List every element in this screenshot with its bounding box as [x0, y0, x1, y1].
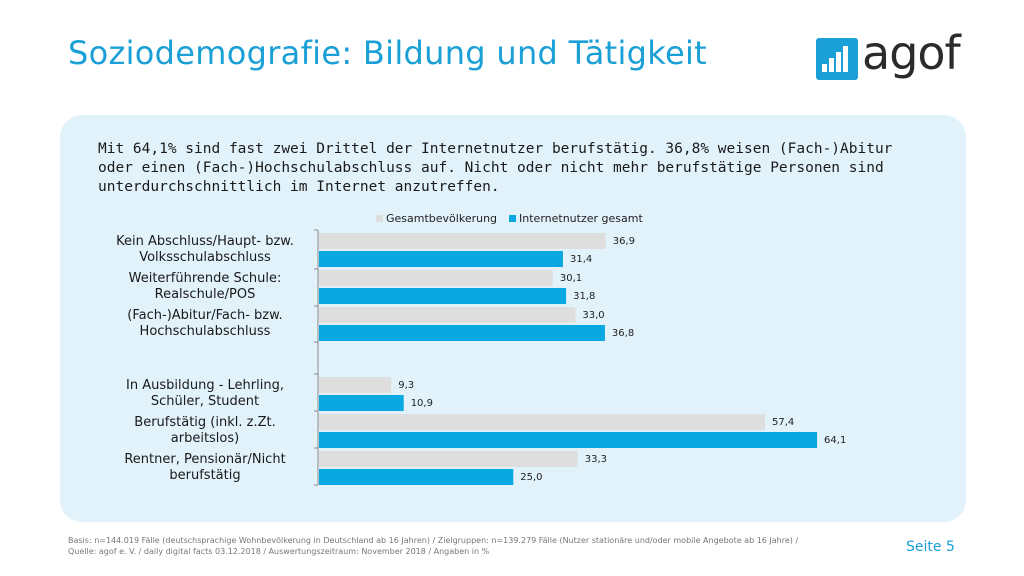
bar-internet-5	[319, 469, 514, 485]
logo-wordmark: agof	[862, 26, 961, 80]
data-label-internet-3: 10,9	[411, 398, 433, 409]
agof-logo: agof	[816, 26, 966, 86]
category-label-line: Schüler, Student	[150, 394, 260, 409]
bar-internet-4	[319, 432, 818, 448]
category-label-line: Rentner, Pensionär/Nicht	[124, 452, 286, 467]
category-label-0: Kein Abschluss/Haupt- bzw. Volksschulabsc…	[105, 234, 305, 266]
data-label-gesamt-1: 30,1	[560, 273, 582, 284]
category-label-line: Realschule/POS	[154, 287, 256, 302]
data-label-internet-1: 31,8	[573, 291, 595, 302]
bar-chart-icon	[816, 38, 858, 80]
legend-label-internet: Internetnutzer gesamt	[519, 212, 643, 225]
bar-internet-0	[319, 251, 563, 267]
bar-gesamt-0	[319, 233, 606, 249]
category-label-line: Kein Abschluss/Haupt- bzw.	[116, 234, 294, 249]
data-label-gesamt-0: 36,9	[613, 236, 635, 247]
data-label-gesamt-5: 33,3	[585, 454, 607, 465]
bar-gesamt-2	[319, 307, 576, 323]
category-label-4: Berufstätig (inkl. z.Zt. arbeitslos)	[105, 415, 305, 447]
category-label-line: Hochschulabschluss	[139, 324, 271, 339]
legend-label-gesamt: Gesamtbevölkerung	[386, 212, 498, 225]
legend-swatch-gesamt	[376, 215, 383, 222]
category-label-3: In Ausbildung - Lehrling, Schüler, Studen…	[105, 378, 305, 410]
footer-note: Basis: n=144.019 Fälle (deutschsprachige…	[68, 536, 799, 556]
legend-swatch-internet	[509, 215, 517, 222]
page-title: Soziodemografie: Bildung und Tätigkeit	[68, 34, 708, 72]
chart-legend: Gesamtbevölkerung Internetnutzer gesamt	[376, 212, 643, 225]
category-label-line: Weiterführende Schule:	[128, 271, 282, 286]
bar-internet-3	[319, 395, 404, 411]
data-label-gesamt-4: 57,4	[772, 417, 794, 428]
data-label-gesamt-3: 9,3	[398, 380, 414, 391]
bar-gesamt-1	[319, 270, 553, 286]
category-label-line: (Fach-)Abitur/Fach- bzw.	[127, 308, 283, 323]
category-label-line: berufstätig	[169, 468, 241, 483]
data-label-internet-2: 36,8	[612, 328, 634, 339]
bar-gesamt-5	[319, 451, 578, 467]
category-label-line: Volksschulabschluss	[139, 250, 271, 265]
bar-internet-2	[319, 325, 605, 341]
data-label-internet-5: 25,0	[520, 472, 542, 483]
category-label-line: arbeitslos)	[170, 431, 240, 446]
legend-item-gesamt: Gesamtbevölkerung	[376, 212, 497, 225]
data-label-internet-4: 64,1	[824, 435, 846, 446]
bar-gesamt-3	[319, 377, 392, 393]
legend-item-internet: Internetnutzer gesamt	[509, 212, 643, 225]
data-label-gesamt-2: 33,0	[582, 310, 604, 321]
bar-gesamt-4	[319, 414, 765, 430]
category-label-line: In Ausbildung - Lehrling,	[126, 378, 284, 393]
bar-internet-1	[319, 288, 567, 304]
intro-text: Mit 64,1% sind fast zwei Drittel der Int…	[98, 141, 893, 195]
category-label-line: Berufstätig (inkl. z.Zt.	[134, 415, 276, 430]
category-label-1: Weiterführende Schule: Realschule/POS	[105, 271, 305, 303]
page-number: Seite 5	[906, 539, 955, 555]
category-label-2: (Fach-)Abitur/Fach- bzw. Hochschulabschlu…	[105, 308, 305, 340]
category-label-5: Rentner, Pensionär/Nicht berufstätig	[105, 452, 305, 484]
data-label-internet-0: 31,4	[570, 254, 592, 265]
